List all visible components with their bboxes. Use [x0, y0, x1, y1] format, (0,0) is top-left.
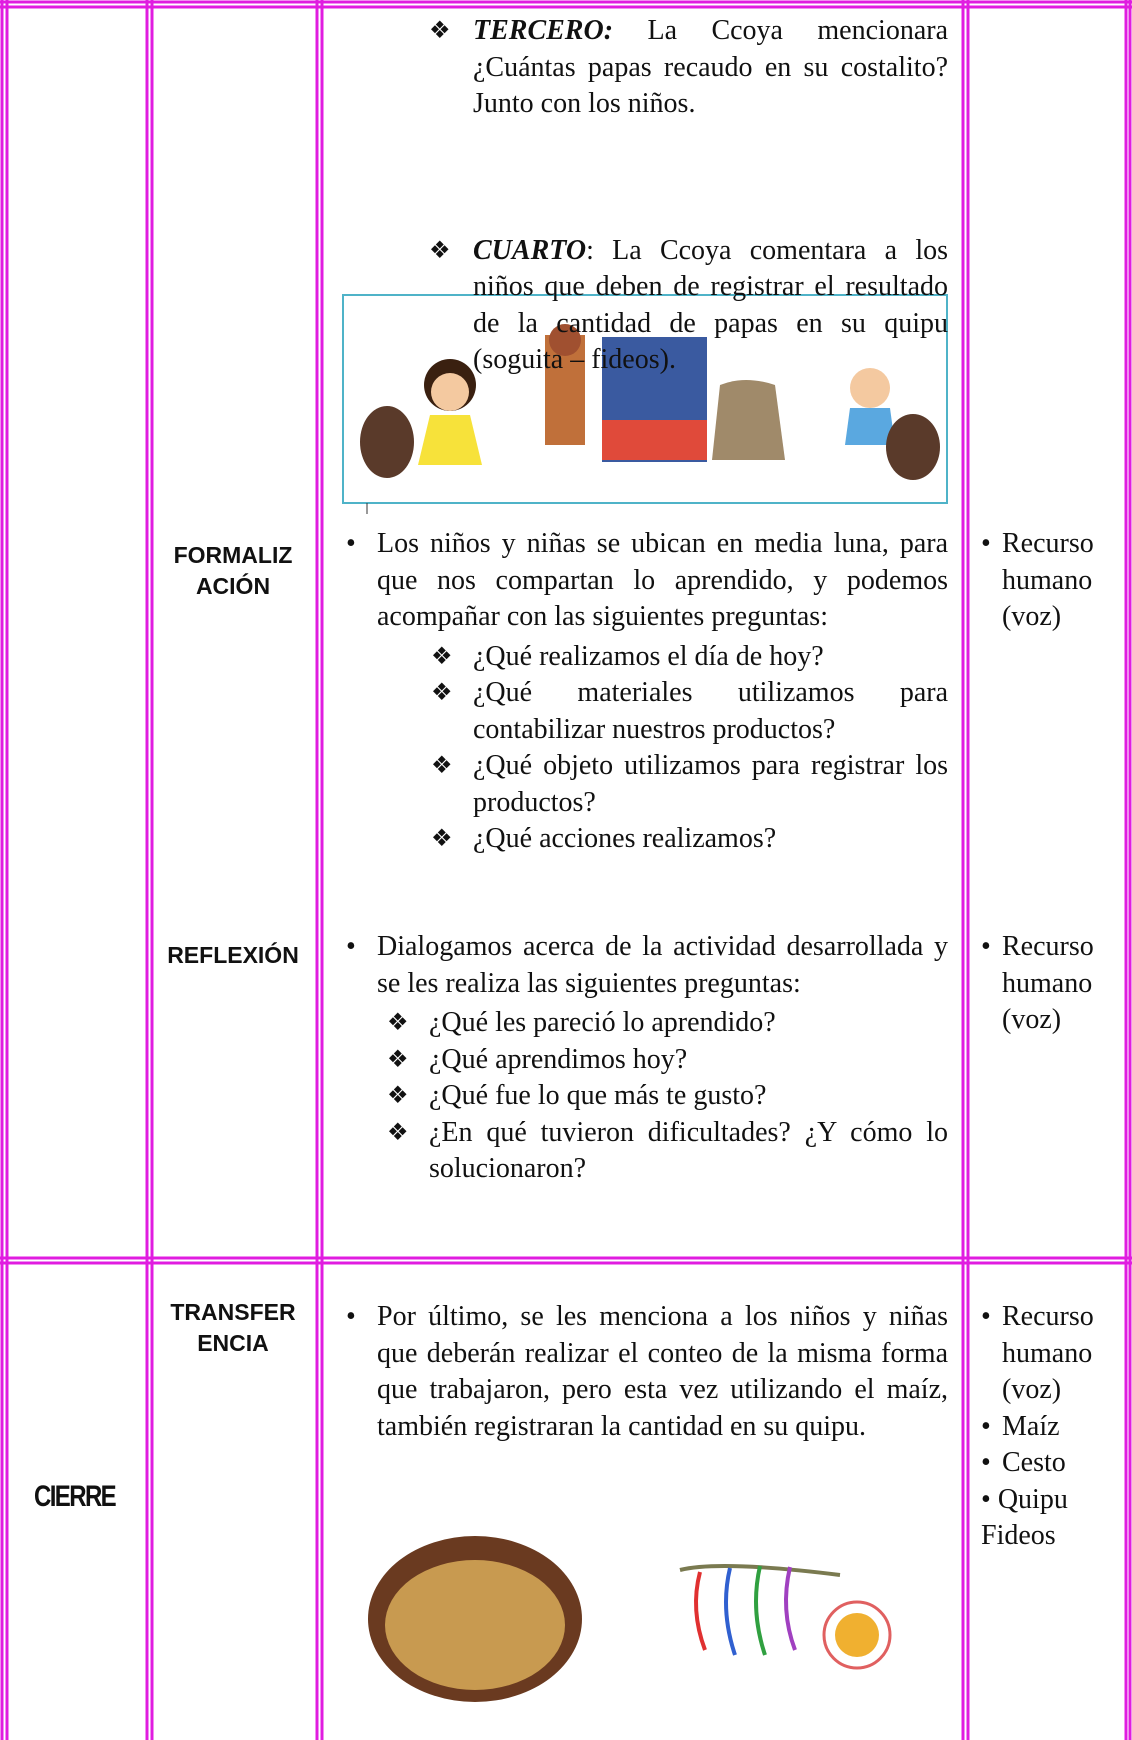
- activity-text: • Dialogamos acerca de la actividad desar…: [346, 929, 948, 1002]
- resource-text: Quipu Fideos: [981, 1483, 1068, 1552]
- resource: • Recurso humano (voz): [981, 929, 1121, 1039]
- bullet-icon: •: [981, 1447, 991, 1478]
- phase-label: ACIÓN: [195, 573, 271, 599]
- phase-label: FORMALIZ: [173, 542, 293, 568]
- activity: • Por último, se les menciona a los niños…: [346, 1299, 948, 1445]
- bullet-icon: ❖: [431, 680, 453, 706]
- question: ❖ ¿Qué objeto utilizamos para registrar l…: [431, 748, 948, 821]
- resource: • Maíz: [981, 1409, 1121, 1446]
- bullet-icon: ❖: [431, 753, 453, 779]
- bullet-icon: ❖: [429, 237, 451, 264]
- step: ❖ CUARTO: La Ccoya comentara a los niños …: [429, 233, 948, 379]
- bullet-icon: ❖: [429, 18, 451, 44]
- activity-text: Dialogamos acerca de la actividad desarr…: [377, 931, 948, 999]
- illustration: [368, 1536, 892, 1702]
- content: ❖ TERCERO: La Ccoya mencionara ¿Cuántas p…: [0, 0, 1132, 1551]
- question-list: ❖ ¿Qué realizamos el día de hoy? ❖ ¿Qué mat…: [431, 639, 948, 858]
- bullet-icon: ❖: [387, 1046, 409, 1073]
- phase-label: ENCIA: [197, 1330, 269, 1356]
- bullet-icon: ❖: [431, 643, 453, 670]
- resource-list: • Recurso humano (voz): [981, 526, 1121, 636]
- activity: • Dialogamos acerca de la actividad desar…: [346, 929, 948, 1188]
- illustration: [360, 324, 940, 480]
- bullet-icon: ❖: [387, 1083, 409, 1109]
- bullet-icon: ❖: [431, 826, 453, 852]
- question: ❖ ¿Qué materiales utilizamos para contabi…: [431, 675, 948, 748]
- resource: • Quipu Fideos: [981, 1482, 1121, 1555]
- activity-text: • Los niños y niñas se ubican en media lu…: [346, 526, 948, 636]
- phase-label: TRANSFER: [170, 1299, 296, 1325]
- resource: • Recurso humano (voz): [981, 526, 1121, 636]
- question-text: ¿En qué tuvieron dificultades? ¿Y cómo l…: [429, 1116, 948, 1185]
- activity-text: Por último, se les menciona a los niños …: [377, 1301, 948, 1442]
- bullet-icon: •: [981, 931, 991, 962]
- resource: • Cesto: [981, 1445, 1121, 1482]
- resource-text: Maíz: [1002, 1410, 1060, 1442]
- step-text: : La Ccoya comentara a los niños que deb…: [473, 234, 948, 376]
- question: ❖ ¿Qué realizamos el día de hoy?: [431, 639, 948, 676]
- bullet-icon: ❖: [387, 1010, 409, 1036]
- activity-text: Los niños y niñas se ubican en media lun…: [377, 528, 948, 632]
- resource-text: Cesto: [1002, 1447, 1066, 1478]
- resource-text: Recurso humano (voz): [1002, 1301, 1094, 1405]
- bullet-icon: ❖: [387, 1119, 409, 1146]
- bullet-icon: •: [981, 1483, 998, 1515]
- bullet-icon: •: [981, 1301, 991, 1332]
- question-text: ¿Qué realizamos el día de hoy?: [473, 640, 824, 672]
- resource-text: Recurso humano (voz): [1002, 528, 1094, 632]
- question: ❖ ¿Qué acciones realizamos?: [431, 821, 948, 858]
- resource-text: Recurso humano (voz): [1002, 931, 1094, 1035]
- question-text: ¿Qué aprendimos hoy?: [429, 1043, 688, 1075]
- bullet-icon: •: [346, 931, 356, 962]
- resource: • Recurso humano (voz): [981, 1299, 1121, 1409]
- question-list: ❖ ¿Qué les pareció lo aprendido? ❖ ¿Qué apr…: [387, 1005, 948, 1188]
- step-label: CUARTO: [473, 234, 587, 266]
- bullet-icon: •: [346, 528, 356, 559]
- question-text: ¿Qué objeto utilizamos para registrar lo…: [473, 750, 948, 818]
- bullet-icon: •: [981, 528, 991, 559]
- stage-label: CIERRE: [34, 1480, 117, 1513]
- activity: • Los niños y niñas se ubican en media lu…: [346, 526, 948, 858]
- question: ❖ ¿En qué tuvieron dificultades? ¿Y cómo …: [387, 1115, 948, 1188]
- bullet-icon: •: [346, 1301, 356, 1332]
- question: ❖ ¿Qué fue lo que más te gusto?: [387, 1078, 948, 1115]
- bullet-icon: •: [981, 1410, 991, 1442]
- activity-text: • Por último, se les menciona a los niños…: [346, 1299, 948, 1445]
- question-text: ¿Qué acciones realizamos?: [473, 823, 777, 854]
- question-text: ¿Qué les pareció lo aprendido?: [429, 1007, 776, 1038]
- question: ❖ ¿Qué aprendimos hoy?: [387, 1042, 948, 1079]
- question: ❖ ¿Qué les pareció lo aprendido?: [387, 1005, 948, 1042]
- question-text: ¿Qué materiales utilizamos para contabil…: [473, 677, 948, 745]
- step-label: TERCERO:: [473, 15, 614, 46]
- resource-list: • Recurso humano (voz): [981, 929, 1121, 1039]
- question-text: ¿Qué fue lo que más te gusto?: [429, 1080, 767, 1111]
- resource-list: • Recurso humano (voz) • Maíz • Cesto • Quipu …: [981, 1299, 1121, 1555]
- phase-label: REFLEXIÓN: [167, 942, 299, 968]
- step: ❖ TERCERO: La Ccoya mencionara ¿Cuántas p…: [429, 13, 948, 123]
- step-text: La Ccoya mencionara ¿Cuántas papas recau…: [473, 15, 948, 119]
